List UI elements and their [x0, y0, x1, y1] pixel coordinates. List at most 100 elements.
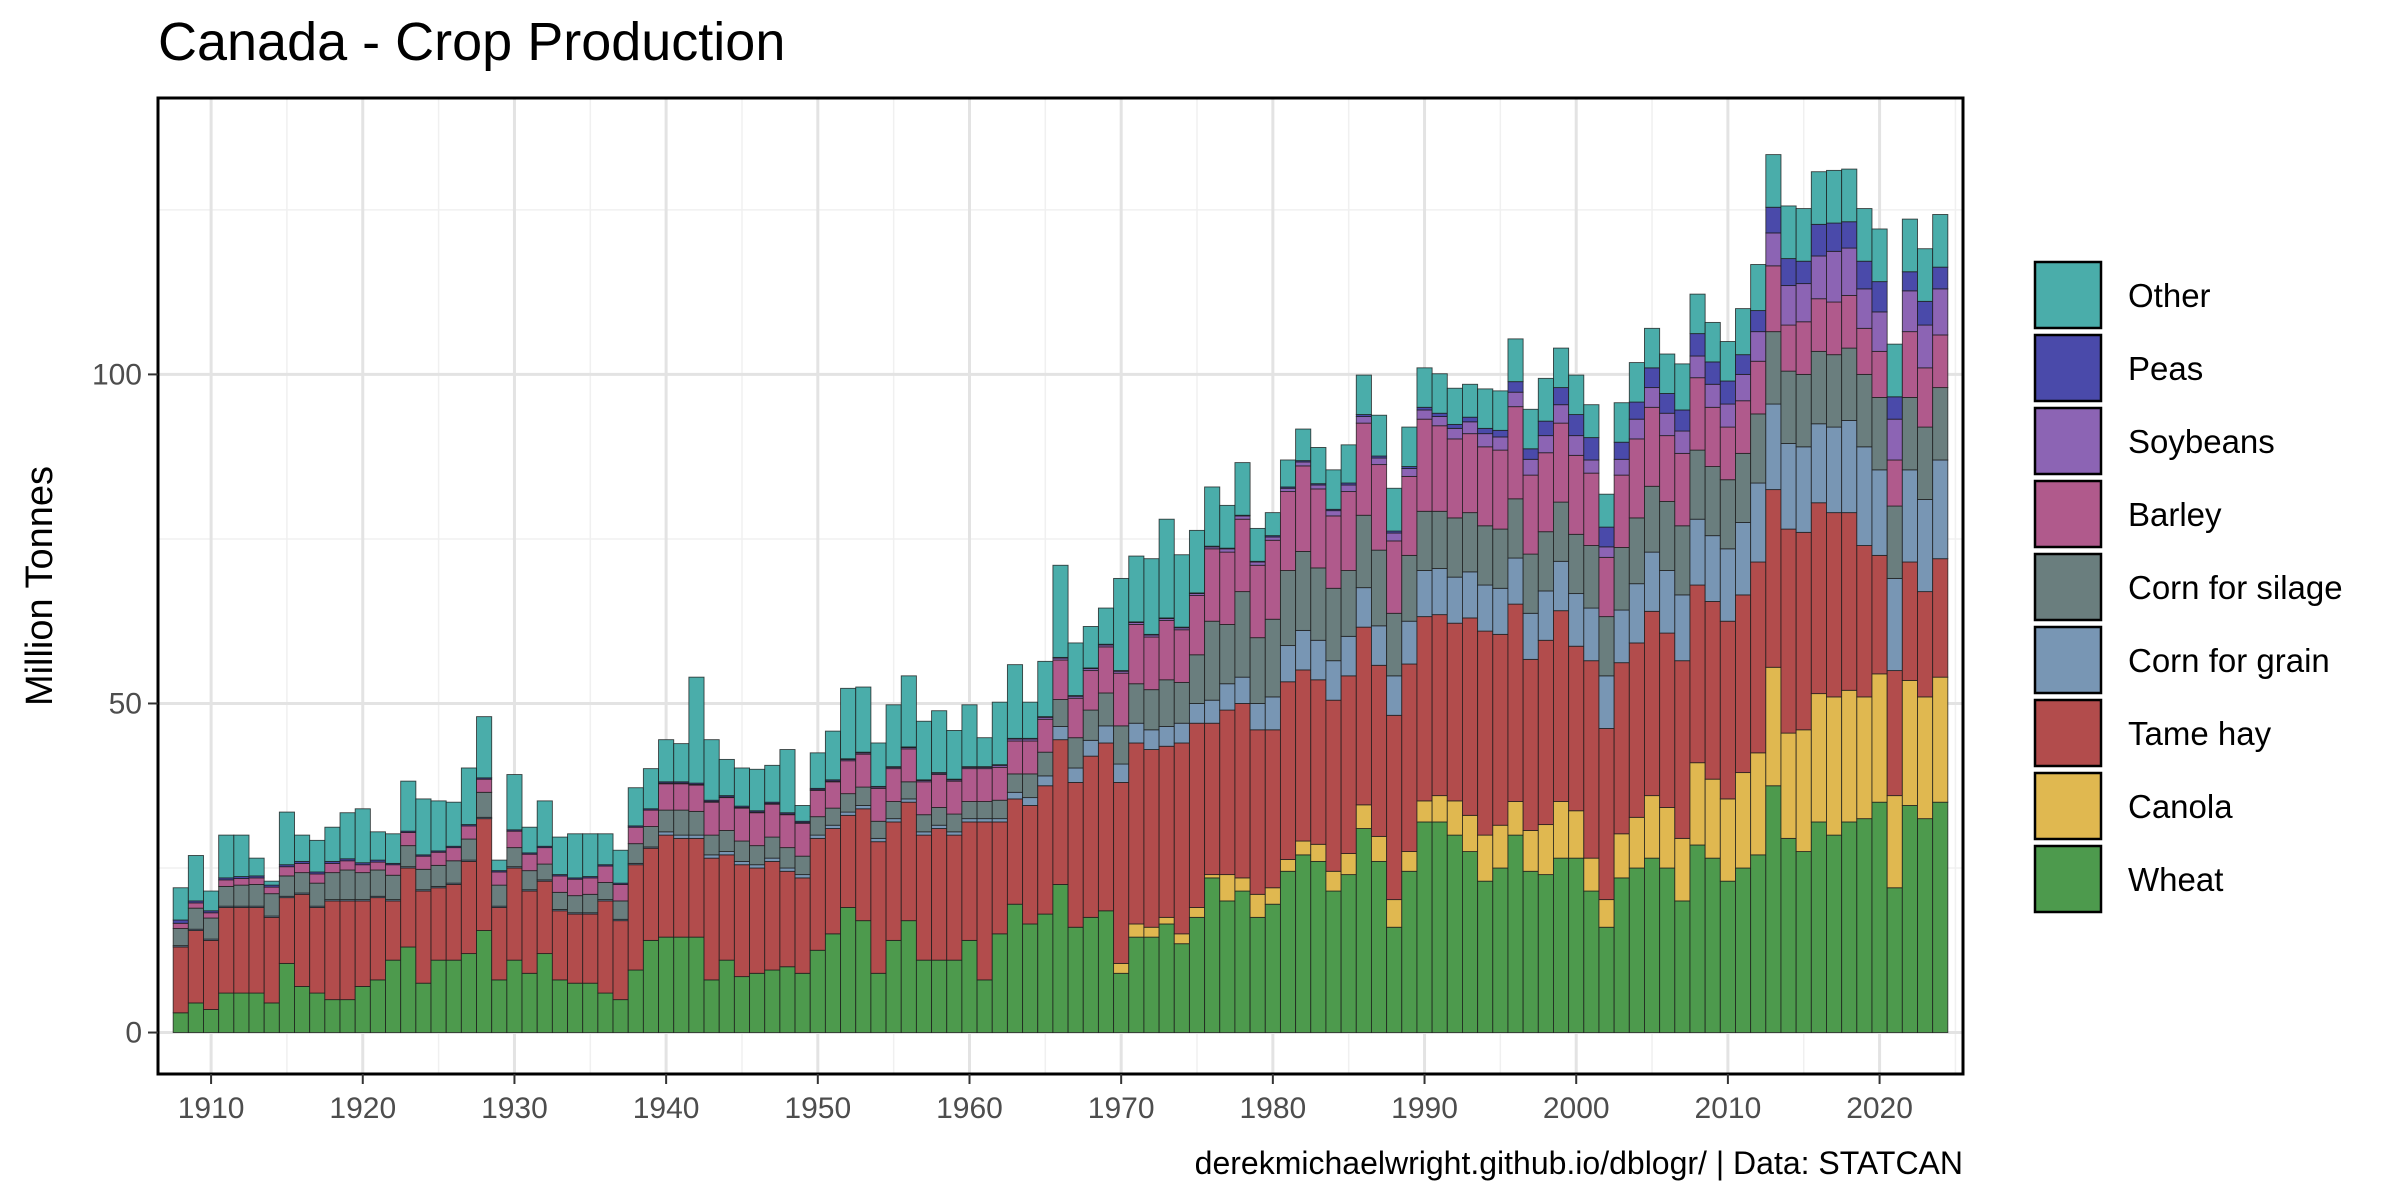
bar-segment-tame-hay: [1431, 614, 1448, 797]
bar-segment-other: [476, 716, 493, 779]
bar-segment-wheat: [203, 1009, 220, 1033]
bar-segment-tame-hay: [673, 837, 690, 938]
bar-segment-other: [1719, 341, 1736, 382]
bar-segment-corn-for-grain: [1613, 609, 1630, 664]
bar-segment-barley: [1810, 298, 1827, 352]
bar-segment-corn-for-silage: [339, 869, 356, 901]
bar-segment-wheat: [1765, 785, 1782, 1033]
bar-segment-corn-for-silage: [1492, 528, 1509, 589]
bar-segment-other: [551, 836, 568, 876]
bar-segment-wheat: [1037, 913, 1054, 1033]
legend-key-tame-hay: [2033, 698, 2103, 768]
bar-segment-wheat: [885, 939, 902, 1033]
bar-segment-barley: [506, 830, 523, 849]
bar-segment-wheat: [536, 953, 553, 1033]
bar-segment-barley: [749, 812, 766, 847]
bar-segment-canola: [1386, 899, 1403, 928]
bar-segment-barley: [536, 847, 553, 865]
bar-segment-barley: [1522, 474, 1539, 555]
bar-segment-barley: [1553, 422, 1570, 503]
bar-segment-tame-hay: [824, 828, 842, 935]
bar-segment-peas: [1810, 223, 1827, 257]
bar-segment-barley: [491, 871, 508, 886]
bar-segment-other: [1386, 487, 1403, 532]
bar-segment-tame-hay: [491, 907, 508, 981]
bar-segment-tame-hay: [278, 897, 295, 964]
bar-segment-corn-for-grain: [718, 851, 735, 856]
bar-segment-wheat: [1386, 926, 1403, 1033]
bar-segment-corn-for-silage: [1446, 517, 1463, 578]
bar-segment-other: [1583, 404, 1600, 439]
bar-segment-other: [1780, 205, 1797, 260]
bar-segment-wheat: [1644, 857, 1661, 1033]
bar-segment-barley: [1598, 556, 1615, 618]
bar-segment-canola: [1628, 816, 1645, 869]
bar-segment-wheat: [749, 972, 766, 1033]
bar-segment-tame-hay: [203, 939, 220, 1010]
bar-segment-wheat: [976, 979, 993, 1033]
bar-segment-corn-for-grain: [855, 805, 872, 810]
bar-segment-tame-hay: [764, 860, 781, 971]
bar-segment-tame-hay: [961, 821, 978, 941]
x-tick-label: 1920: [329, 1092, 396, 1125]
bar-segment-soybeans: [1750, 331, 1767, 362]
bar-segment-corn-for-grain: [1871, 469, 1888, 556]
bar-segment-corn-for-grain: [946, 831, 963, 836]
bar-segment-corn-for-grain: [1917, 499, 1934, 593]
bar-segment-corn-for-grain: [749, 864, 766, 869]
bar-segment-wheat: [582, 982, 599, 1033]
bar-segment-wheat: [233, 992, 250, 1033]
bar-segment-barley: [1310, 488, 1327, 569]
bar-segment-other: [1841, 168, 1858, 223]
bar-segment-wheat: [1932, 801, 1949, 1033]
bar-segment-corn-for-grain: [1659, 570, 1676, 634]
bar-segment-corn-for-grain: [824, 824, 842, 829]
bar-segment-barley: [1082, 670, 1099, 711]
bar-segment-canola: [1780, 732, 1797, 839]
bar-segment-wheat: [1871, 801, 1888, 1033]
bar-segment-barley: [218, 879, 235, 887]
bar-segment-corn-for-grain: [1067, 767, 1084, 783]
bar-segment-corn-for-silage: [824, 807, 842, 826]
bar-segment-canola: [1431, 795, 1448, 823]
bar-segment-soybeans: [1719, 403, 1736, 428]
bar-segment-tame-hay: [1325, 699, 1342, 872]
bar-segment-corn-for-grain: [1886, 577, 1903, 672]
x-tick-label: 2000: [1543, 1092, 1610, 1125]
bar-segment-tame-hay: [354, 900, 371, 987]
bar-segment-other: [1568, 374, 1585, 416]
bar-segment-canola: [1826, 696, 1843, 836]
bar-segment-corn-for-grain: [1462, 571, 1479, 619]
bar-segment-barley: [385, 864, 402, 876]
bar-segment-corn-for-silage: [1143, 689, 1160, 731]
bar-segment-corn-for-grain: [931, 824, 948, 829]
bar-segment-tame-hay: [1583, 660, 1600, 859]
bar-segment-wheat: [1568, 857, 1585, 1033]
bar-segment-other: [1128, 555, 1145, 623]
bar-segment-wheat: [400, 946, 417, 1033]
bar-segment-peas: [1704, 361, 1721, 385]
bar-segment-tame-hay: [1401, 663, 1418, 853]
bar-segment-corn-for-silage: [1826, 354, 1843, 428]
bar-segment-tame-hay: [1097, 742, 1115, 912]
bar-segment-tame-hay: [976, 821, 993, 981]
bar-segment-tame-hay: [733, 864, 751, 978]
bar-segment-wheat: [1249, 916, 1266, 1033]
bar-segment-corn-for-grain: [1507, 557, 1524, 605]
bar-segment-tame-hay: [658, 834, 675, 938]
bar-segment-corn-for-grain: [1477, 584, 1494, 632]
bar-segment-barley: [521, 853, 538, 872]
bar-segment-canola: [1462, 814, 1479, 853]
bar-segment-tame-hay: [1022, 805, 1039, 925]
bar-segment-peas: [1826, 222, 1843, 252]
bar-segment-canola: [1886, 795, 1903, 889]
bar-segment-corn-for-silage: [172, 928, 189, 947]
bar-segment-corn-for-silage: [385, 874, 402, 901]
bar-segment-wheat: [1750, 854, 1767, 1033]
bar-segment-tame-hay: [1644, 610, 1661, 797]
bar-segment-soybeans: [1310, 484, 1327, 490]
bar-segment-tame-hay: [1841, 512, 1858, 691]
bar-segment-canola: [1325, 870, 1342, 892]
bar-segment-wheat: [870, 972, 887, 1033]
bar-segment-barley: [1355, 422, 1372, 516]
